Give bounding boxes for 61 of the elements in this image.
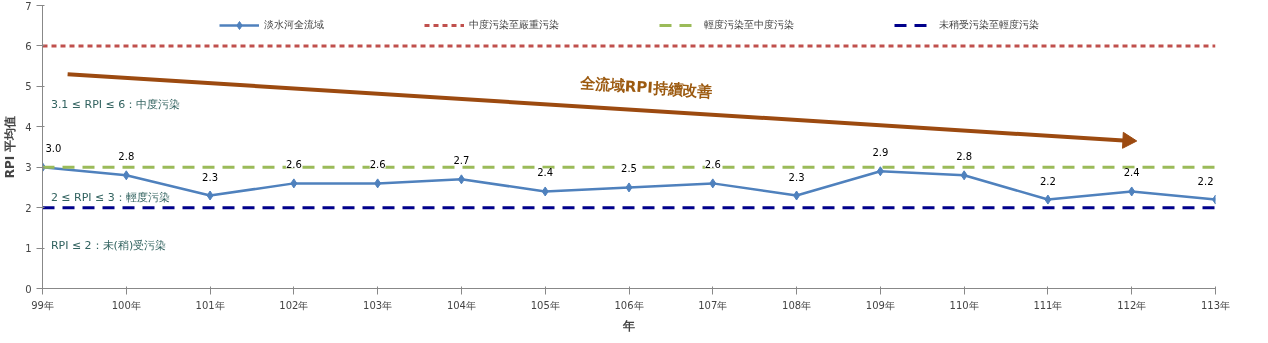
annotation: RPI ≤ 2：未(稍)受污染 — [50, 239, 167, 253]
y-tick-label: 4 — [25, 121, 32, 133]
text: 2.6 — [285, 159, 302, 171]
x-tick-label: 101年 — [195, 299, 225, 311]
legend-label: 未稍受污染至輕度污染 — [938, 18, 1039, 32]
point — [290, 178, 298, 189]
x-tick-label: 109年 — [865, 299, 895, 311]
x-axis-title: 年 — [622, 318, 635, 333]
y-tick-label: 0 — [25, 283, 32, 295]
x-tick-label: 110年 — [949, 299, 979, 311]
text: 2.8 — [118, 151, 135, 163]
legend-label: 淡水河全流域 — [263, 18, 324, 32]
point — [625, 182, 633, 193]
legend-label: 中度污染至嚴重污染 — [468, 18, 559, 32]
point — [206, 190, 214, 201]
point — [122, 170, 130, 181]
x-tick-label: 112年 — [1117, 299, 1147, 311]
text: 2.4 — [1123, 167, 1140, 179]
y-tick-label: 3 — [25, 162, 32, 174]
annotation: 3.1 ≤ RPI ≤ 6：中度污染 — [50, 97, 181, 111]
x-tick-label: 113年 — [1200, 299, 1231, 311]
text: 2.2 — [1039, 175, 1056, 187]
x-tick-label: 111年 — [1033, 299, 1063, 311]
text: 2.8 — [956, 151, 973, 163]
text: 2.9 — [872, 147, 889, 159]
point — [1044, 194, 1052, 205]
text: 3.0 — [45, 143, 62, 155]
y-tick-label: 1 — [25, 243, 32, 255]
x-tick-label: 104年 — [446, 299, 476, 311]
x-tick-label: 105年 — [530, 299, 560, 311]
text: 2.7 — [453, 155, 470, 167]
x-tick-label: 106年 — [614, 299, 644, 311]
x-tick-label: 108年 — [782, 299, 812, 311]
point — [457, 174, 465, 185]
point — [1128, 186, 1136, 197]
text: 2.4 — [537, 167, 554, 179]
legend-label: 輕度污染至中度污染 — [703, 18, 794, 32]
point — [876, 166, 884, 177]
y-tick-label: 5 — [25, 81, 32, 93]
point — [960, 170, 968, 181]
text: 2.2 — [1197, 175, 1214, 187]
annotation: 2 ≤ RPI ≤ 3：輕度污染 — [50, 190, 170, 204]
text: 2.6 — [369, 159, 386, 171]
point — [541, 186, 549, 197]
point — [793, 190, 801, 201]
y-tick-label: 2 — [25, 202, 32, 214]
annotation: 全流域RPI持續改善 — [578, 74, 714, 101]
x-tick-label: 99年 — [31, 299, 54, 311]
x-tick-label: 107年 — [698, 299, 728, 311]
y-axis-title: RPI 平均值 — [3, 115, 18, 179]
point — [709, 178, 717, 189]
y-tick-label: 6 — [25, 40, 32, 52]
text: 2.5 — [621, 163, 637, 175]
text: 2.3 — [788, 171, 805, 183]
x-tick-label: 102年 — [279, 299, 309, 311]
x-tick-label: 100年 — [111, 299, 141, 311]
y-tick-label: 7 — [25, 0, 32, 12]
text: 2.3 — [202, 171, 219, 183]
text: 2.6 — [704, 159, 721, 171]
x-tick-label: 103年 — [363, 299, 393, 311]
point — [374, 178, 382, 189]
